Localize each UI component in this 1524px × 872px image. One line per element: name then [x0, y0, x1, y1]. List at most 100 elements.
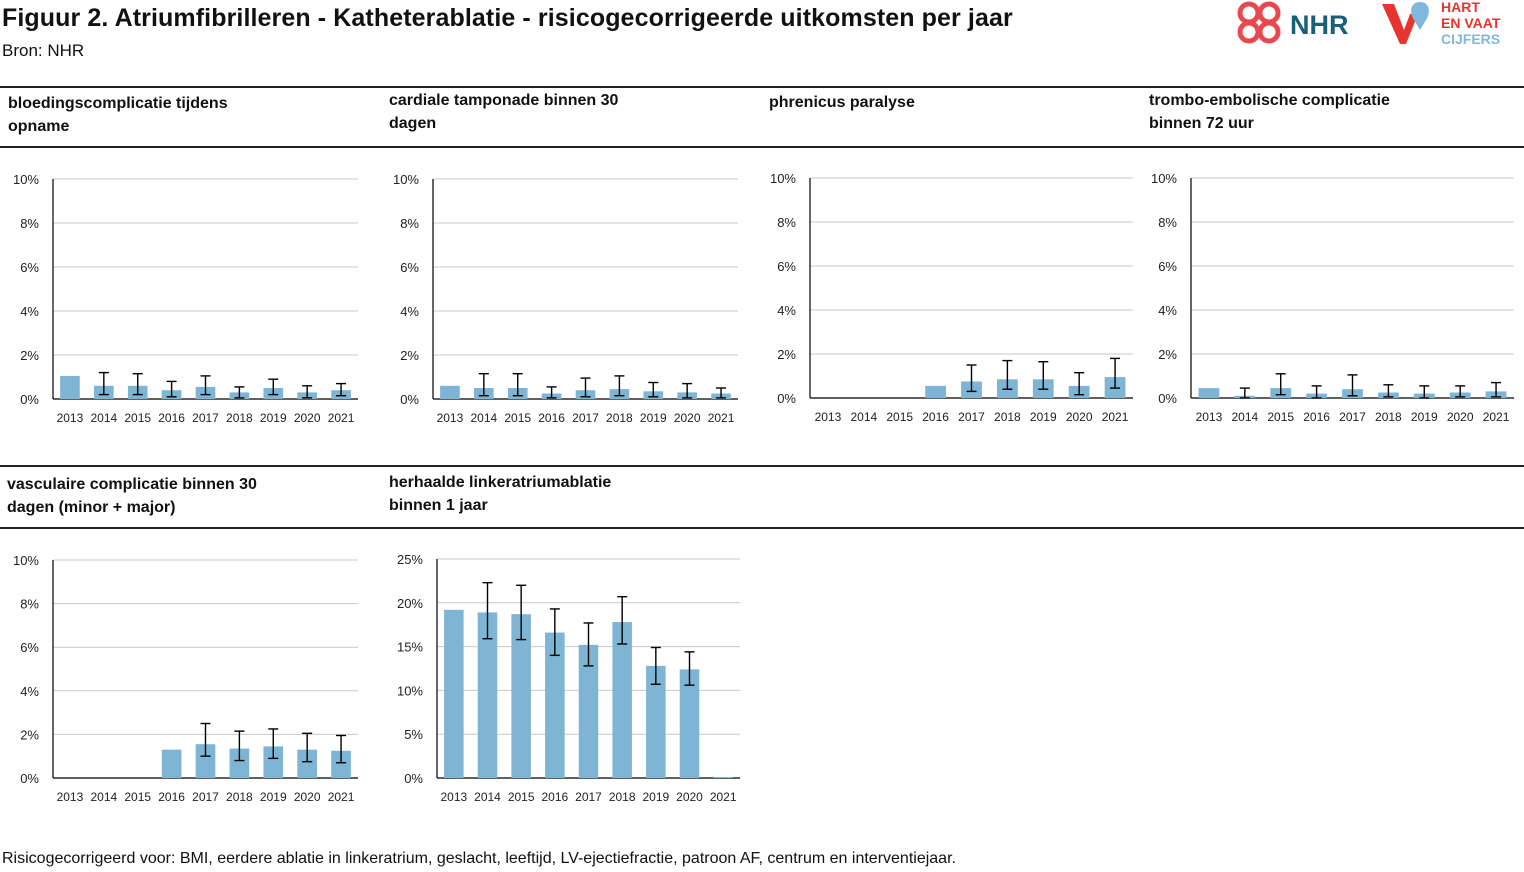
nhr-heart-icon [1237, 1, 1281, 44]
chart-trombo-embolische: 0% 2% 4% 6% 8% 10% 2013 2014 2015 2016 2017 2018 201… [1151, 171, 1514, 424]
y-tick-label: 0% [20, 771, 39, 786]
panel-title-1: bloedingscomplicatie tijdens opname [8, 95, 228, 135]
y-tick-label: 8% [1158, 215, 1177, 230]
bar [331, 750, 351, 778]
x-tick-label: 2017 [1339, 410, 1366, 424]
y-tick-label: 6% [20, 260, 39, 275]
y-tick-label: 8% [20, 597, 39, 612]
y-tick-label: 6% [1158, 259, 1177, 274]
y-tick-label: 0% [777, 391, 796, 406]
hartenvaatcijfers-logo: HART EN VAAT CIJFERS [1382, 0, 1501, 47]
bar [646, 665, 666, 778]
x-tick-label: 2015 [1267, 410, 1294, 424]
y-tick-label: 10% [397, 683, 423, 698]
divider-row1-header [0, 146, 1524, 148]
y-tick-label: 2% [20, 727, 39, 742]
x-tick-label: 2017 [192, 790, 219, 804]
x-tick-label: 2016 [158, 790, 185, 804]
y-tick-label: 10% [1151, 171, 1177, 186]
bar [713, 777, 733, 778]
x-tick-label: 2017 [192, 411, 219, 425]
y-tick-label: 2% [777, 347, 796, 362]
x-tick-label: 2014 [90, 790, 117, 804]
bar [1198, 388, 1220, 398]
y-tick-label: 4% [400, 304, 419, 319]
y-tick-label: 6% [20, 640, 39, 655]
y-tick-label: 15% [397, 640, 423, 655]
panel-title-3: phrenicus paralyse [769, 94, 915, 111]
y-tick-label: 10% [770, 171, 796, 186]
y-tick-label: 2% [20, 348, 39, 363]
x-tick-label: 2019 [1411, 410, 1438, 424]
x-tick-label: 2015 [124, 411, 151, 425]
x-tick-label: 2013 [437, 411, 464, 425]
y-tick-label: 4% [20, 684, 39, 699]
bar [263, 746, 284, 778]
x-tick-label: 2019 [640, 411, 667, 425]
bar [511, 614, 531, 778]
nhr-logo: NHR [1237, 1, 1349, 44]
x-tick-label: 2019 [260, 790, 287, 804]
hvc-drop-icon [1411, 2, 1429, 30]
bar [60, 375, 80, 399]
divider-top [0, 86, 1524, 88]
source-label: Bron: NHR [2, 41, 85, 60]
x-tick-label: 2013 [440, 790, 467, 804]
x-tick-label: 2017 [958, 410, 985, 424]
x-tick-label: 2021 [708, 411, 735, 425]
x-tick-label: 2020 [294, 411, 321, 425]
x-tick-label: 2013 [1196, 410, 1223, 424]
bar [297, 749, 317, 778]
x-tick-label: 2013 [57, 790, 84, 804]
y-tick-label: 2% [1158, 347, 1177, 362]
chart-vasculaire-complicatie: 0% 2% 4% 6% 8% 10% 2013 2014 2015 2016 2017 2018 201… [13, 553, 358, 804]
bar [195, 744, 216, 778]
x-tick-label: 2018 [226, 790, 253, 804]
x-tick-label: 2014 [474, 790, 501, 804]
x-tick-label: 2014 [90, 411, 117, 425]
bar [477, 612, 498, 778]
x-tick-label: 2020 [1447, 410, 1474, 424]
x-tick-label: 2017 [572, 411, 599, 425]
x-tick-label: 2021 [1483, 410, 1510, 424]
panel-title-2: cardiale tamponade binnen 30 dagen [389, 92, 619, 132]
y-tick-label: 10% [393, 172, 419, 187]
nhr-logo-text: NHR [1290, 10, 1349, 40]
y-tick-label: 2% [400, 348, 419, 363]
x-tick-label: 2014 [1231, 410, 1258, 424]
x-tick-label: 2015 [886, 410, 913, 424]
bar [925, 385, 947, 398]
y-tick-label: 8% [20, 216, 39, 231]
bar [545, 632, 565, 778]
y-tick-label: 4% [20, 304, 39, 319]
x-tick-label: 2020 [294, 790, 321, 804]
x-tick-label: 2021 [1102, 410, 1129, 424]
hvc-line1: HART [1441, 0, 1480, 15]
y-tick-label: 6% [777, 259, 796, 274]
x-tick-label: 2018 [1375, 410, 1402, 424]
bar [440, 385, 460, 399]
y-tick-label: 20% [397, 596, 423, 611]
bar [612, 622, 632, 778]
panel-title-4: trombo-embolische complicatie binnen 72 … [1149, 92, 1390, 132]
x-tick-label: 2014 [470, 411, 497, 425]
x-tick-label: 2021 [328, 790, 355, 804]
y-tick-label: 10% [13, 553, 39, 568]
chart-herhaalde-ablatie: 0% 5% 10% 15% 20% 25% 2013 2014 2015 2016 2017 2018… [397, 552, 740, 804]
y-tick-label: 0% [20, 392, 39, 407]
x-tick-label: 2019 [1030, 410, 1057, 424]
y-tick-label: 4% [1158, 303, 1177, 318]
y-tick-label: 6% [400, 260, 419, 275]
x-tick-label: 2016 [158, 411, 185, 425]
x-tick-label: 2018 [606, 411, 633, 425]
x-tick-label: 2020 [676, 790, 703, 804]
chart-phrenicus-paralyse: 0% 2% 4% 6% 8% 10% 2013 2014 2015 2016 2017 2018 201… [770, 171, 1133, 424]
bar [679, 669, 700, 778]
footnote: Risicogecorrigeerd voor: BMI, eerdere ab… [2, 850, 956, 867]
x-tick-label: 2020 [1066, 410, 1093, 424]
x-tick-label: 2019 [260, 411, 287, 425]
x-tick-label: 2015 [124, 790, 151, 804]
x-tick-label: 2014 [850, 410, 877, 424]
y-tick-label: 5% [404, 727, 423, 742]
y-tick-label: 25% [397, 552, 423, 567]
